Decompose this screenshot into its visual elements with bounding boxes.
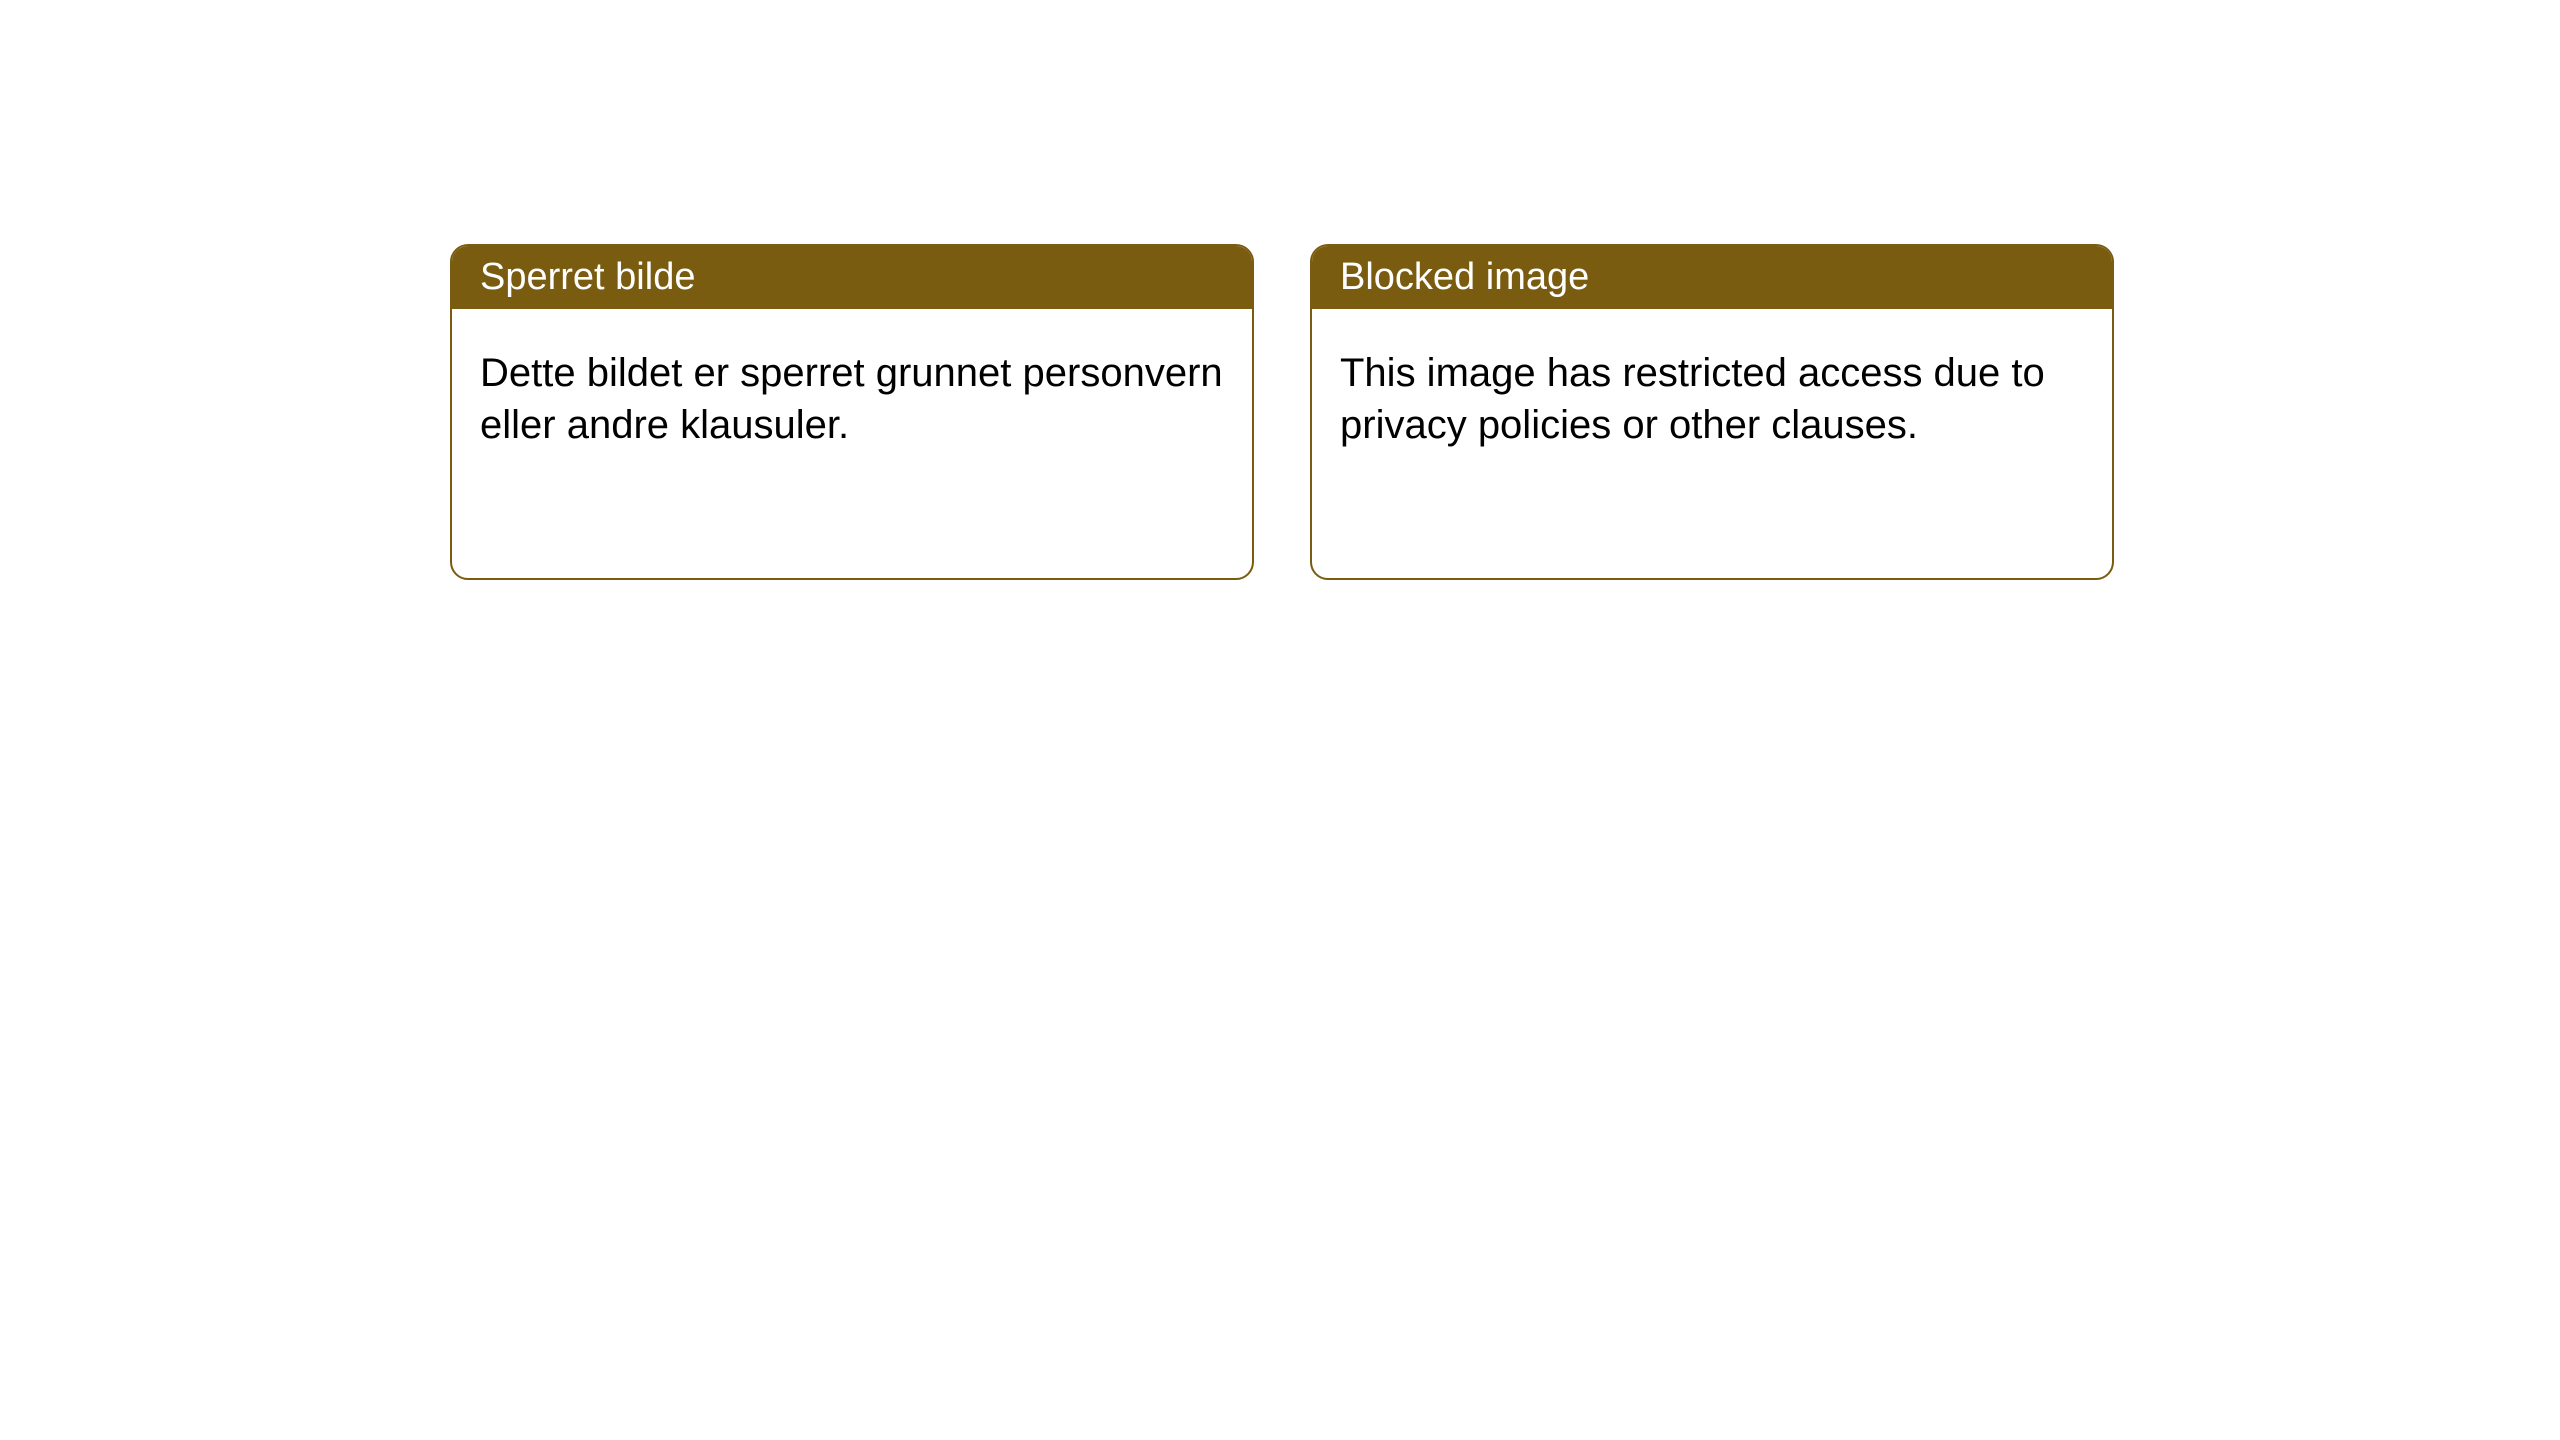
card-body-text: This image has restricted access due to …	[1340, 351, 2045, 447]
card-header-norwegian: Sperret bilde	[452, 246, 1252, 309]
card-title: Sperret bilde	[480, 256, 695, 298]
notice-card-norwegian: Sperret bilde Dette bildet er sperret gr…	[450, 244, 1254, 580]
notice-cards-container: Sperret bilde Dette bildet er sperret gr…	[450, 244, 2114, 580]
notice-card-english: Blocked image This image has restricted …	[1310, 244, 2114, 580]
card-header-english: Blocked image	[1312, 246, 2112, 309]
card-body-norwegian: Dette bildet er sperret grunnet personve…	[452, 309, 1252, 489]
card-body-text: Dette bildet er sperret grunnet personve…	[480, 351, 1223, 447]
card-title: Blocked image	[1340, 256, 1589, 298]
card-body-english: This image has restricted access due to …	[1312, 309, 2112, 489]
